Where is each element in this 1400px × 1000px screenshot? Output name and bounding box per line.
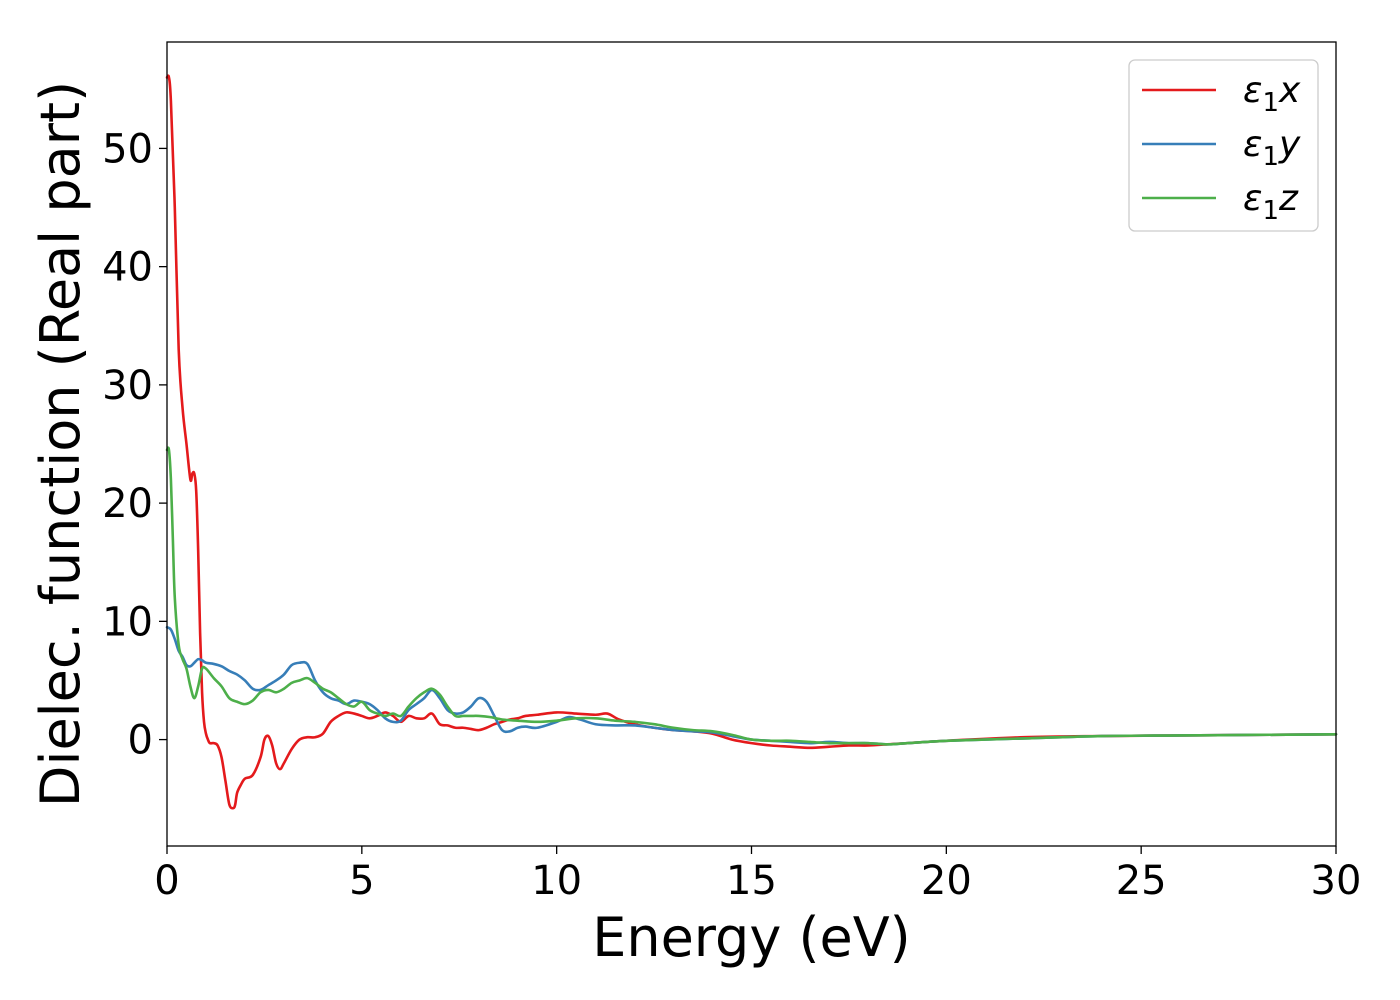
legend-box: [1128, 59, 1319, 232]
y-tick-label: 50: [102, 126, 153, 172]
plot-frame: [166, 41, 1337, 847]
x-tick-label: 5: [349, 858, 374, 904]
series-line-x: [165, 74, 1338, 810]
series-line-z: [165, 446, 1338, 746]
x-axis-ticks: 0 5 10 15 20 25 30: [154, 846, 1361, 904]
x-tick-label: 20: [921, 858, 972, 904]
x-tick-label: 25: [1116, 858, 1167, 904]
legend: ε1x ε1y ε1z: [1128, 59, 1319, 232]
legend-label-y: ε1y: [1243, 124, 1301, 172]
x-tick-label: 10: [531, 858, 582, 904]
data-lines: [165, 74, 1338, 810]
x-tick-label: 15: [726, 858, 777, 904]
legend-label-x: ε1x: [1243, 70, 1301, 118]
y-tick-label: 40: [102, 245, 153, 291]
y-tick-label: 10: [102, 599, 153, 645]
y-tick-label: 0: [128, 718, 153, 764]
x-axis-title: Energy (eV): [592, 906, 911, 969]
y-tick-label: 30: [102, 363, 153, 409]
y-axis-title: Dielec. function (Real part): [29, 81, 92, 807]
x-tick-label: 0: [154, 858, 179, 904]
y-axis-ticks: 0 10 20 30 40 50: [102, 126, 167, 764]
legend-label-z: ε1z: [1243, 178, 1299, 226]
x-tick-label: 30: [1311, 858, 1362, 904]
y-tick-label: 20: [102, 481, 153, 527]
